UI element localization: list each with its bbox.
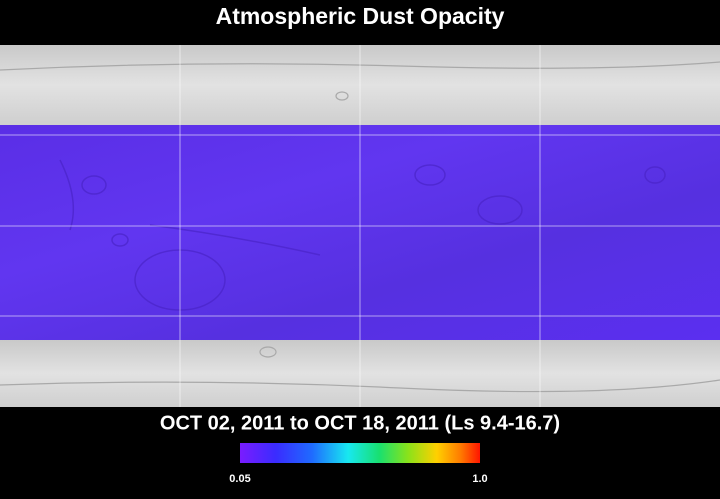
- terrain-features: [59, 159, 666, 311]
- colorbar: [240, 443, 480, 463]
- colorbar-max-label: 1.0: [472, 473, 487, 485]
- gray-features: [0, 61, 720, 393]
- date-range: OCT 02, 2011 to OCT 18, 2011 (Ls 9.4-16.…: [160, 412, 560, 434]
- colorbar-min-label: 0.05: [229, 473, 250, 485]
- title: Atmospheric Dust Opacity: [216, 3, 505, 29]
- map: [0, 45, 720, 407]
- graticule: [0, 45, 720, 407]
